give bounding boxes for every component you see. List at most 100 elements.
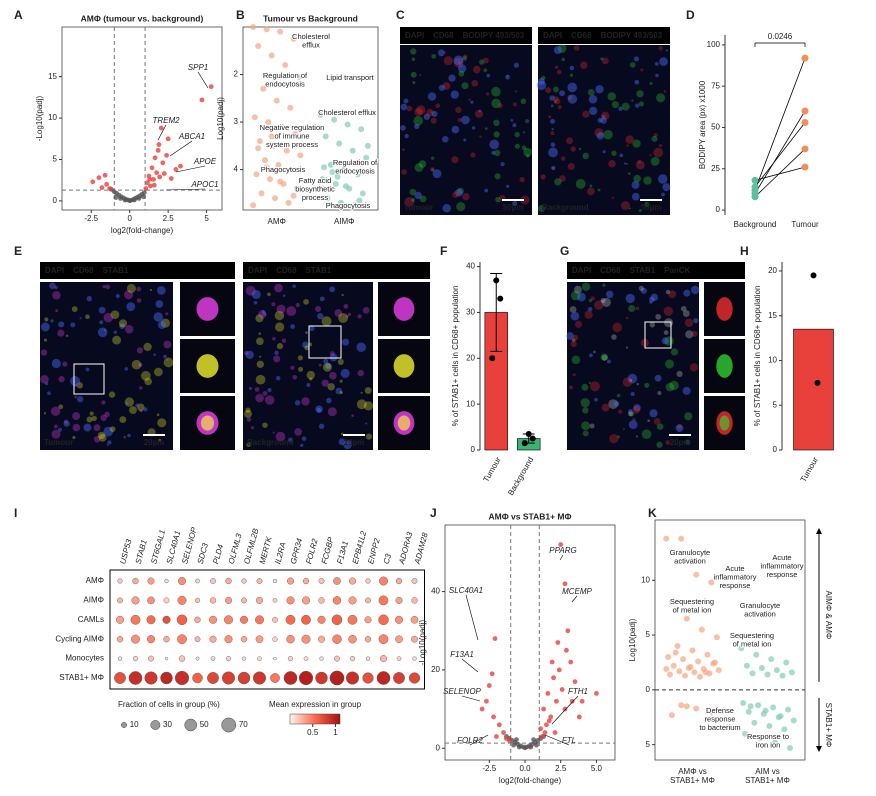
dot: [318, 578, 325, 584]
micrograph-texture: [669, 380, 679, 391]
micrograph-texture: [589, 353, 593, 358]
x-tick-label: STAB1+ MΦ: [745, 776, 790, 785]
micrograph-texture: [72, 412, 81, 421]
plot-frame: [242, 26, 379, 211]
dot: [272, 636, 278, 642]
micrograph-texture: [553, 100, 557, 104]
dot: [131, 596, 140, 605]
micrograph-texture: [483, 68, 488, 73]
y-tick-label: 30: [466, 308, 475, 317]
micrograph-texture: [163, 354, 167, 359]
point: [151, 182, 157, 188]
point: [698, 626, 705, 633]
micrograph-texture: [611, 196, 614, 199]
micrograph-texture: [601, 114, 606, 119]
point: [161, 171, 167, 176]
panel-letter: J: [430, 506, 437, 520]
micrograph-texture: [402, 148, 405, 152]
gene-label: ENPP2: [366, 537, 382, 565]
point: [538, 726, 544, 732]
dot: [395, 577, 403, 585]
micrograph-texture: [262, 312, 267, 316]
error-bar: [490, 272, 503, 352]
point: [514, 737, 519, 743]
micrograph-texture: [403, 98, 409, 104]
term-label: Acute: [725, 564, 744, 573]
micrograph-texture: [553, 46, 562, 55]
micrograph-texture: [649, 81, 653, 86]
dot: [410, 615, 419, 624]
micrograph-texture: [625, 346, 628, 349]
micrograph-texture: [663, 90, 667, 93]
micrograph-texture: [594, 128, 604, 138]
micrograph-texture: [411, 197, 415, 202]
point: [751, 176, 759, 184]
y-axis-label: -Log10(padj): [35, 95, 44, 141]
point: [785, 706, 792, 713]
gene-label: PLD4: [211, 543, 225, 565]
point: [260, 85, 267, 92]
point: [554, 698, 559, 704]
micrograph-texture: [572, 373, 576, 377]
micrograph-texture: [43, 412, 47, 415]
micrograph-texture: [259, 355, 262, 358]
channel-label: STAB1: [630, 266, 656, 275]
micrograph-texture: [463, 138, 467, 142]
micrograph-texture: [506, 184, 510, 188]
micrograph-texture: [658, 144, 663, 148]
micrograph-texture: [574, 285, 582, 294]
point: [715, 667, 722, 674]
micrograph-texture: [70, 376, 81, 386]
point: [576, 714, 582, 720]
dot: [178, 655, 186, 662]
micrograph-texture: [136, 347, 144, 354]
micrograph-texture: [153, 367, 163, 377]
micrograph-texture: [97, 431, 106, 440]
dot: [241, 656, 247, 661]
dot: [365, 597, 371, 604]
micrograph-texture: [254, 387, 260, 392]
micrograph-texture: [346, 439, 351, 444]
micrograph-texture: [451, 125, 460, 134]
micrograph-texture: [549, 95, 555, 101]
scale-bar-label: 20µm: [144, 438, 165, 447]
dot: [209, 635, 217, 643]
micrograph-texture: [144, 377, 153, 386]
point: [683, 703, 690, 710]
micrograph-texture: [429, 110, 433, 114]
micrograph-texture: [636, 90, 644, 98]
group-label: STAB1+ MΦ: [59, 673, 104, 682]
micrograph-texture: [414, 107, 423, 117]
micrograph-texture: [632, 405, 641, 414]
dot: [114, 672, 126, 684]
point: [740, 700, 747, 707]
micrograph-texture: [323, 358, 329, 364]
point: [334, 173, 341, 180]
micrograph-texture: [693, 318, 699, 324]
micrograph-texture: [537, 204, 545, 212]
micrograph-texture: [418, 160, 427, 168]
x-tick-label: 5.0: [591, 764, 603, 773]
gene-label: MERTK: [258, 535, 274, 565]
inset-cell: [393, 354, 415, 378]
micrograph-texture: [137, 403, 145, 412]
micrograph-texture: [106, 443, 109, 447]
point: [290, 35, 297, 42]
dot: [176, 614, 188, 626]
micrograph-texture: [256, 360, 264, 368]
micrograph-texture: [654, 374, 662, 382]
point: [160, 160, 166, 166]
micrograph-texture: [153, 312, 164, 322]
micrograph-texture: [410, 71, 417, 78]
dot: [147, 596, 155, 605]
micrograph-texture: [644, 382, 650, 388]
micrograph-texture: [98, 433, 107, 442]
micrograph-texture: [104, 411, 110, 418]
micrograph-texture: [470, 152, 476, 158]
panel-letter: A: [14, 8, 23, 22]
micrograph-texture: [651, 135, 658, 142]
dot: [272, 598, 278, 603]
micrograph-texture: [683, 289, 691, 297]
micrograph-texture: [656, 423, 664, 430]
micrograph-texture: [58, 321, 65, 328]
